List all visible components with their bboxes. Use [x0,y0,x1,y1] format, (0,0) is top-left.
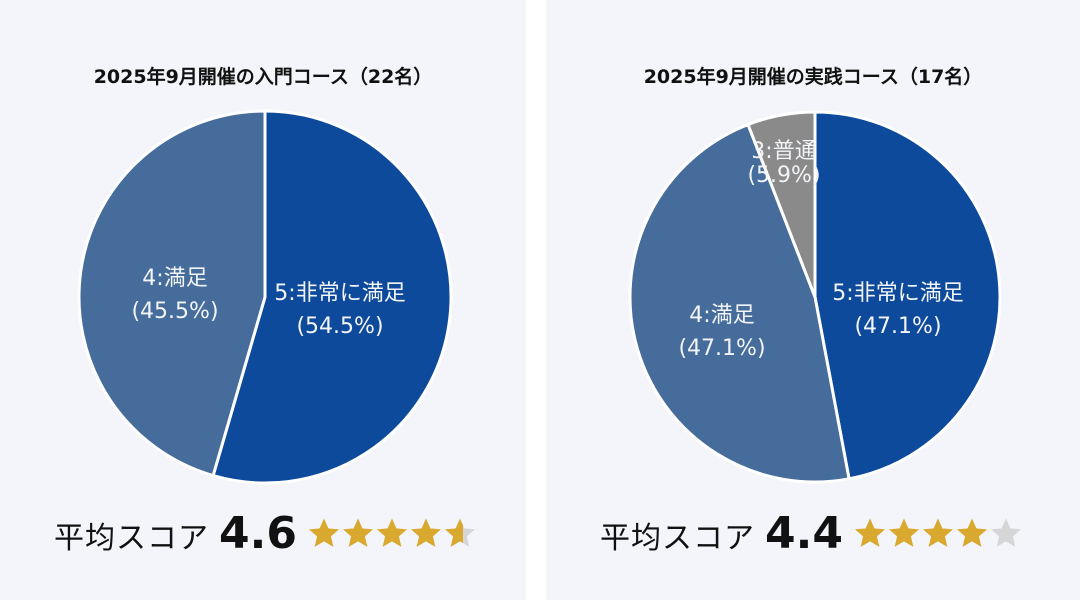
star-icon [410,518,441,547]
pie-slice [813,110,1002,481]
pie-slice [628,123,851,484]
score-value: 4.6 [219,508,297,559]
pie-chart: 5:非常に満足 (47.1%) 4:満足 (47.1%) 3:普通(5.9%) [628,110,1002,484]
slice-percentage: (45.5%) [131,299,218,324]
score-label: 平均スコア [600,521,755,556]
chart-title: 2025年9月開催の実践コース（17名） [643,66,983,88]
star-icon [308,518,339,547]
slice-label: 4:満足 [142,266,207,291]
star-icon [990,518,1021,547]
star-icon [444,518,475,547]
star-rating [853,516,1023,550]
slice-percentage: (47.1%) [854,314,941,339]
star-icon [342,518,373,547]
star-icon [854,518,885,547]
chart-panel-practice-course: 2025年9月開催の実践コース（17名） 5:非常に満足 (47.1%) 4:満足 (… [546,0,1080,600]
star-rating [307,516,477,550]
slice-label: 3:普通 [751,139,816,164]
score-value: 4.4 [765,508,843,559]
slice-label: 5:非常に満足 [274,281,405,306]
star-icon [956,518,987,547]
pie-slice [746,110,817,299]
chart-panel-intro-course: 2025年9月開催の入門コース（22名） 5:非常に満足 (54.5%) 4:満足 (… [0,0,526,600]
star-icon [888,518,919,547]
star-icon [376,518,407,547]
pie-chart: 5:非常に満足 (54.5%) 4:満足 (45.5%) [77,109,453,485]
slice-percentage: (5.9%) [747,163,820,188]
chart-title: 2025年9月開催の入門コース（22名） [93,66,433,88]
slice-label: 5:非常に満足 [832,281,963,306]
slice-label: 4:満足 [689,303,754,328]
average-score: 平均スコア 4.4 [600,508,1023,559]
star-icon [922,518,953,547]
pie-slice [211,109,453,485]
pie-slice [77,109,267,478]
slice-percentage: (47.1%) [678,336,765,361]
score-label: 平均スコア [54,521,209,556]
slice-percentage: (54.5%) [296,314,383,339]
average-score: 平均スコア 4.6 [54,508,477,559]
